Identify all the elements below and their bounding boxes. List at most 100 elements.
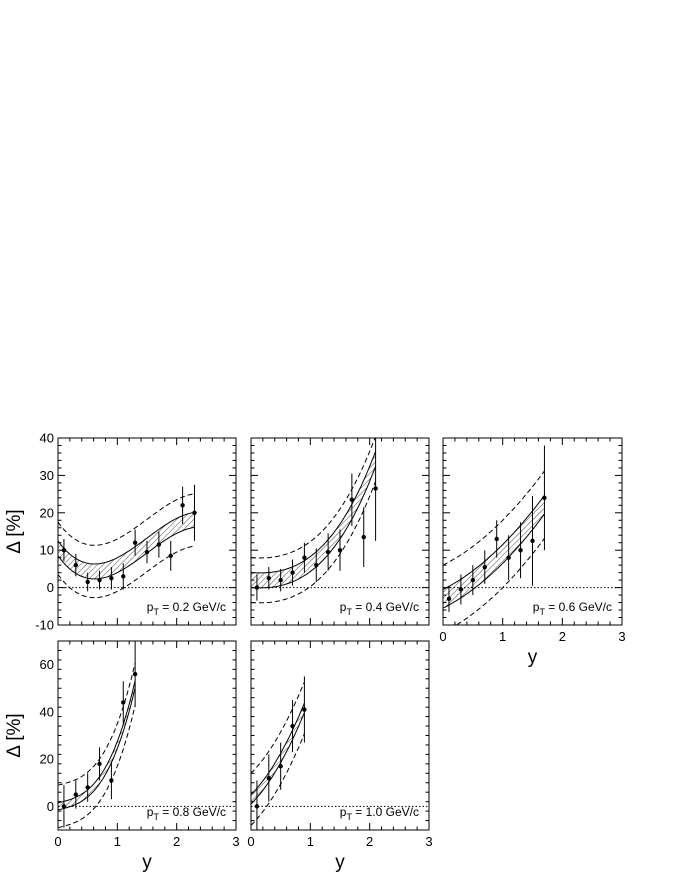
panel-1: -10 0 10 20 30 40 pT = 0.2 GeV/c Δ [%] [4,431,237,633]
plot-area [251,438,378,604]
fit-outer-lower [455,538,545,625]
y-tick-label: -10 [35,618,54,633]
plot-area [251,676,307,830]
data-point [314,562,319,568]
y-tick-label: 40 [40,704,54,719]
x-tick-label: 2 [559,629,566,644]
data-point [530,538,535,544]
data-point [85,785,90,790]
data-point [97,577,102,583]
x-tick-label: 0 [439,629,446,644]
pt-label: pT = 1.0 GeV/c [340,805,419,822]
x-axis-title: y [142,852,152,873]
y-axis-title: Δ [%] [4,509,25,553]
data-point [97,761,102,767]
y-tick-label: 10 [40,543,54,558]
fit-band-upper [251,702,305,795]
y-tick-label: 60 [40,657,54,672]
data-point [73,792,79,797]
x-axis-title: y [335,852,345,873]
panel-frame [57,437,237,626]
fit-uncertainty-band [443,495,545,609]
fit-outer-upper [443,470,545,566]
panel-frame [442,437,623,626]
data-point [132,671,138,677]
fit-uncertainty-band [58,680,136,810]
data-point [278,577,283,583]
data-point [266,576,271,581]
data-point [458,587,464,592]
fit-band-lower [251,712,305,805]
fit-outer-upper [251,438,376,559]
x-tick-label: 1 [499,629,506,644]
fit-outer-upper [58,662,136,786]
data-point [73,562,79,568]
data-point [373,486,378,491]
y-tick-label: 20 [40,505,54,520]
data-point [109,576,114,581]
fit-band-lower [58,526,195,580]
panel-frame [250,640,430,831]
data-point [85,579,90,585]
data-point [470,577,476,583]
data-point [302,707,307,712]
x-tick-label: 3 [232,834,239,849]
panel-frame [57,640,237,831]
data-point [144,549,150,555]
data-point [180,503,185,508]
y-tick-label: 0 [47,580,54,595]
fit-outer-lower [251,733,305,826]
plot-area [58,641,138,829]
fit-outer-lower [58,705,136,829]
pt-label: pT = 0.8 GeV/c [147,805,226,822]
data-point [290,723,295,729]
fit-uncertainty-band [251,703,305,804]
y-axis-title: Δ [%] [4,713,25,757]
panel-5: 0 1 2 3 pT = 1.0 GeV/c y [247,640,433,873]
panel-4: 0 20 40 60 0 1 2 3 pT = 0.8 GeV/c Δ [%] y [4,640,240,873]
data-point [302,555,307,560]
x-tick-label: 1 [114,834,121,849]
data-point [446,596,452,602]
fit-outer-lower [251,481,377,604]
x-axis-title: y [528,647,538,668]
panel-3: 0 1 2 3 pT = 0.6 GeV/c y [439,437,626,668]
data-point [254,804,260,809]
panel-frame [250,437,430,626]
y-tick-label: 40 [40,431,54,446]
data-point [266,775,271,781]
pt-label: pT = 0.4 GeV/c [340,600,419,617]
fit-band-lower [251,466,377,589]
panel-2: pT = 0.4 GeV/c [250,437,430,626]
fit-outer-upper [251,681,305,774]
data-point [506,555,511,560]
plot-area [58,484,197,599]
fit-band-upper [251,451,377,574]
y-tick-label: 30 [40,468,54,483]
data-point [482,564,487,570]
plot-area [443,445,547,625]
x-tick-label: 0 [54,834,61,849]
data-point [156,542,162,547]
data-point [132,540,138,545]
pt-label: pT = 0.2 GeV/c [147,600,226,617]
fit-band-upper [58,680,136,804]
data-point [361,534,366,540]
fit-band-lower [58,687,136,811]
data-point [121,700,126,705]
x-tick-label: 1 [307,834,314,849]
fit-band-upper [443,495,545,590]
data-point [168,553,173,559]
data-point [325,549,331,555]
x-tick-label: 2 [173,834,180,849]
data-point [494,536,499,542]
x-tick-label: 3 [618,629,625,644]
data-point [290,570,295,575]
y-tick-label: 20 [40,752,54,767]
data-point [518,548,523,553]
fit-band-upper [58,512,195,565]
x-tick-label: 2 [366,834,373,849]
y-tick-label: 0 [47,799,54,814]
data-point [121,574,126,579]
